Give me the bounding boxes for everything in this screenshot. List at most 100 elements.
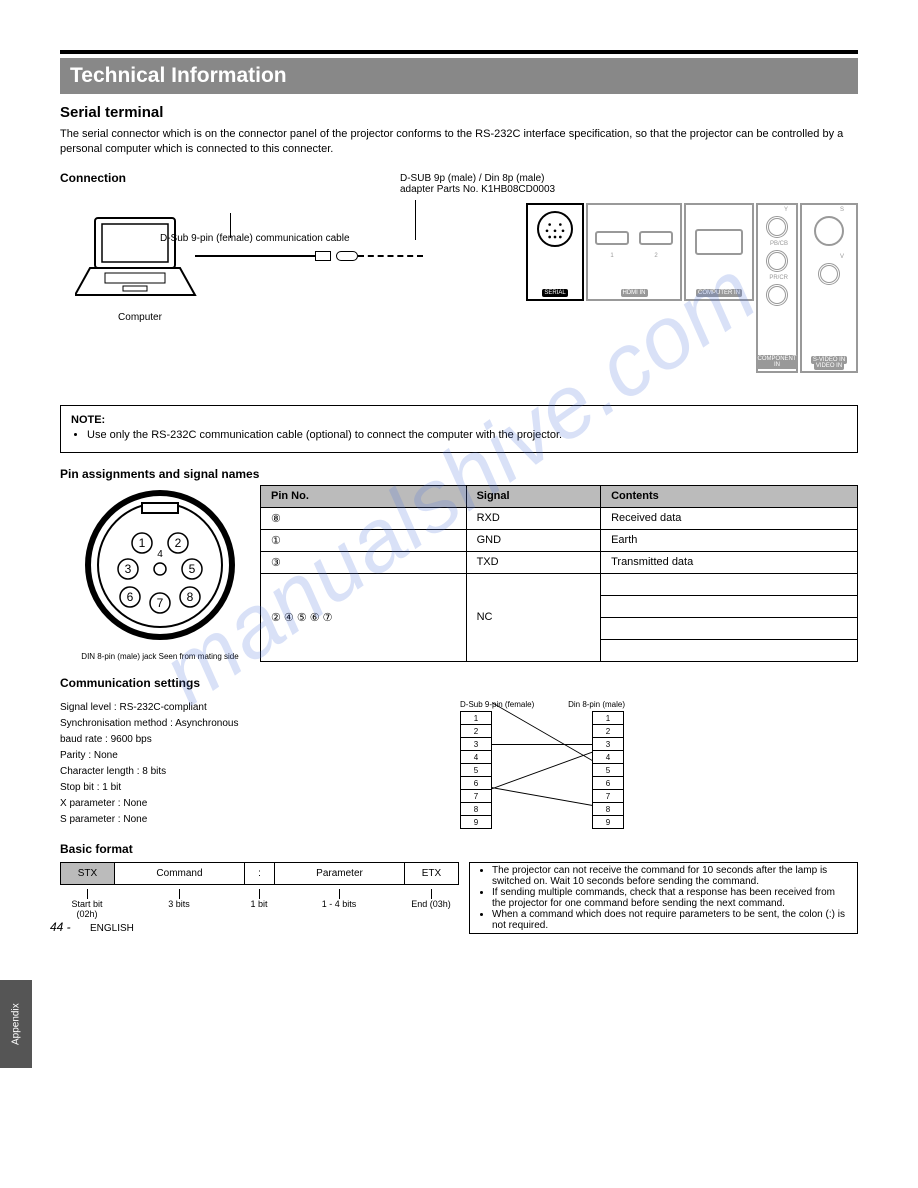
- jack-hdmi: 1 2 HDMI IN: [586, 203, 682, 301]
- pin-cell: Transmitted data: [601, 551, 858, 573]
- comm-item: Synchronisation method : Asynchronous: [60, 716, 430, 731]
- note-item: Use only the RS-232C communication cable…: [87, 428, 847, 442]
- basic-heading: Basic format: [60, 842, 858, 856]
- page-number: 44 -: [50, 920, 71, 934]
- laptop-icon: Computer: [70, 213, 210, 323]
- serial-heading: Serial terminal: [60, 104, 858, 121]
- basic-table: STX Command : Parameter ETX: [60, 862, 459, 885]
- wiring-right-col: 1 2 3 4 5 6 7 8 9: [592, 711, 624, 828]
- pr-label: PR/CR: [766, 275, 788, 281]
- wiring-cell: 6: [592, 776, 624, 790]
- wiring-cell: 7: [460, 789, 492, 803]
- svg-text:2: 2: [175, 536, 182, 550]
- pin-cell: Earth: [601, 529, 858, 551]
- comm-item: Parity : None: [60, 748, 430, 763]
- example-bullet: The projector can not receive the comman…: [492, 865, 849, 887]
- footer-text: ENGLISH: [90, 923, 134, 934]
- adapter-label: D-SUB 9p (male) / Din 8p (male) adapter …: [400, 173, 580, 195]
- pin-cell: ② ④ ⑤ ⑥ ⑦: [261, 573, 467, 661]
- jack-computer-in: COMPUTER IN: [684, 203, 754, 301]
- ann-end: End (03h): [411, 899, 451, 909]
- wiring-cell: 5: [460, 763, 492, 777]
- pin-cell: RXD: [466, 507, 601, 529]
- comm-item: Character length : 8 bits: [60, 764, 430, 779]
- pb-label: PB/CB: [766, 241, 788, 247]
- ann-start: Start bit (02h): [71, 899, 102, 919]
- serial-intro: The serial connector which is on the con…: [60, 127, 858, 157]
- pin-cell: [601, 617, 858, 639]
- svg-text:7: 7: [157, 596, 164, 610]
- s-label: S: [814, 207, 844, 213]
- cmd-cell: Command: [115, 862, 245, 884]
- comm-item: S parameter : None: [60, 812, 430, 827]
- comm-heading: Communication settings: [60, 676, 858, 690]
- jack-video-label: VIDEO IN: [814, 362, 844, 370]
- pin-col-1: Signal: [466, 485, 601, 507]
- svg-text:8: 8: [187, 590, 194, 604]
- wiring-cell: 7: [592, 789, 624, 803]
- svg-text:1: 1: [139, 536, 146, 550]
- pin-cell: [601, 639, 858, 661]
- cable-line: [195, 248, 495, 266]
- pin-cell: [601, 595, 858, 617]
- svg-text:4: 4: [157, 549, 163, 560]
- ann-cmd: 3 bits: [168, 899, 190, 909]
- pin-col-2: Contents: [601, 485, 858, 507]
- jack-serial-label: SERIAL: [542, 289, 567, 297]
- example-bullet: When a command which does not require pa…: [492, 909, 849, 931]
- comm-item: baud rate : 9600 bps: [60, 732, 430, 747]
- pin-cell: NC: [466, 573, 601, 661]
- pin-cell: ⑧: [261, 507, 467, 529]
- top-rule: [60, 50, 858, 54]
- wiring-cell: 2: [592, 724, 624, 738]
- jack-component-label: COMPONENT IN: [756, 355, 799, 369]
- wiring-diagram: D-Sub 9-pin (female) Din 8-pin (male) 1 …: [430, 700, 625, 828]
- pin-table: Pin No. Signal Contents ⑧RXDReceived dat…: [260, 485, 858, 662]
- jack-hdmi-label: HDMI IN: [621, 289, 648, 297]
- comm-item: X parameter : None: [60, 796, 430, 811]
- comm-item: Stop bit : 1 bit: [60, 780, 430, 795]
- svg-text:6: 6: [127, 590, 134, 604]
- cable-label: D-Sub 9-pin (female) communication cable: [160, 233, 380, 244]
- svg-text:3: 3: [125, 562, 132, 576]
- stx-cell: STX: [61, 862, 115, 884]
- wiring-cell: 9: [460, 815, 492, 829]
- wiring-cell: 4: [592, 750, 624, 764]
- pin-cell: TXD: [466, 551, 601, 573]
- wiring-cell: 4: [460, 750, 492, 764]
- y-label: Y: [766, 207, 788, 213]
- wiring-cell: 6: [460, 776, 492, 790]
- side-tab: Appendix: [0, 980, 32, 1068]
- jack-serial: SERIAL: [526, 203, 584, 301]
- basic-example-box: The projector can not receive the comman…: [469, 862, 858, 934]
- jack-component-in: Y PB/CB PR/CR COMPONENT IN: [756, 203, 798, 373]
- svg-text:5: 5: [189, 562, 196, 576]
- pin-connector-diagram: 1 2 3 5 4 6 7 8 DIN 8-pin (male) jack Se…: [60, 485, 260, 661]
- jack-computer-label: COMPUTER IN: [696, 289, 742, 297]
- pin-col-0: Pin No.: [261, 485, 467, 507]
- note-head: NOTE:: [71, 414, 847, 426]
- wiring-lines: [492, 711, 592, 828]
- colon-cell: :: [245, 862, 275, 884]
- ann-colon: 1 bit: [250, 899, 267, 909]
- wiring-left-col: 1 2 3 4 5 6 7 8 9: [460, 711, 492, 828]
- page-title: Technical Information: [60, 58, 858, 94]
- wiring-cell: 9: [592, 815, 624, 829]
- laptop-label: Computer: [70, 312, 210, 323]
- wiring-cell: 8: [592, 802, 624, 816]
- pin-cell: ③: [261, 551, 467, 573]
- param-cell: Parameter: [275, 862, 405, 884]
- ann-param: 1 - 4 bits: [322, 899, 357, 909]
- pin-cell: Received data: [601, 507, 858, 529]
- note-box: NOTE: Use only the RS-232C communication…: [60, 405, 858, 453]
- connection-diagram: Computer D-Sub 9-pin (female) communicat…: [60, 203, 858, 393]
- pin-cell: ①: [261, 529, 467, 551]
- jack-svideo: S V S-VIDEO IN VIDEO IN: [800, 203, 858, 373]
- etx-cell: ETX: [405, 862, 459, 884]
- jack-panel: SERIAL 1 2 HDMI IN COMPUTER IN Y PB/CB: [524, 203, 858, 373]
- adapter-leader: [415, 200, 416, 240]
- comm-list: Signal level : RS-232C-compliant Synchro…: [60, 700, 430, 828]
- wiring-cell: 3: [592, 737, 624, 751]
- pin-cell: [601, 573, 858, 595]
- wiring-cell: 1: [592, 711, 624, 725]
